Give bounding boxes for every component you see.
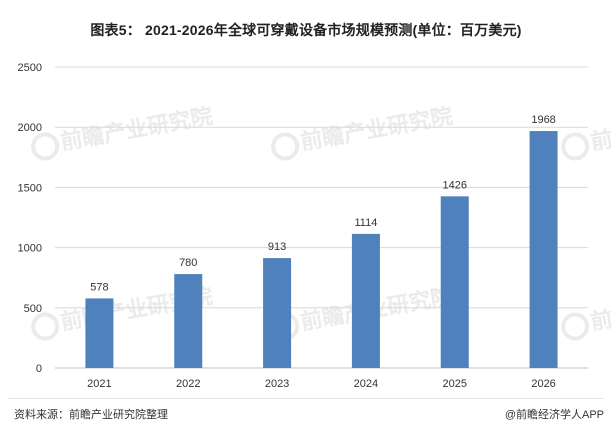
source-note: 资料来源：前瞻产业研究院整理 xyxy=(14,409,168,421)
x-tick-label: 2022 xyxy=(176,378,200,390)
x-tick-label: 2023 xyxy=(265,378,289,390)
y-tick-label: 1500 xyxy=(18,182,42,194)
svg-text:前瞻产业研究院: 前瞻产业研究院 xyxy=(588,283,612,334)
svg-text:前瞻产业研究院: 前瞻产业研究院 xyxy=(298,103,454,154)
y-tick-label: 500 xyxy=(24,303,42,315)
data-label: 780 xyxy=(179,257,197,269)
data-label: 913 xyxy=(268,241,286,253)
data-label: 1968 xyxy=(531,114,555,126)
x-tick-label: 2024 xyxy=(354,378,378,390)
y-tick-label: 1000 xyxy=(18,243,42,255)
y-tick-label: 2000 xyxy=(18,122,42,134)
bar xyxy=(263,258,292,368)
data-label: 1426 xyxy=(443,179,467,191)
bar xyxy=(85,298,114,368)
x-tick-label: 2021 xyxy=(87,378,111,390)
bar xyxy=(174,274,203,368)
bar xyxy=(529,131,558,368)
credit-note: @前瞻经济学人APP xyxy=(504,409,604,421)
watermark: 前瞻产业研究院 xyxy=(31,103,215,161)
bar xyxy=(440,196,469,368)
y-tick-label: 2500 xyxy=(18,62,42,74)
footer-divider xyxy=(8,398,604,399)
data-label: 1114 xyxy=(354,217,377,229)
x-tick-label: 2026 xyxy=(531,378,555,390)
watermark: 前瞻产业研究院 xyxy=(561,283,612,341)
y-tick-label: 0 xyxy=(36,363,42,375)
bar xyxy=(351,233,380,368)
watermark: 前瞻产业研究院 xyxy=(561,103,612,161)
watermark: 前瞻产业研究院 xyxy=(271,103,455,161)
svg-text:前瞻产业研究院: 前瞻产业研究院 xyxy=(58,103,214,154)
x-tick-label: 2025 xyxy=(443,378,467,390)
chart-title: 图表5： 2021-2026年全球可穿戴设备市场规模预测(单位：百万美元) xyxy=(90,22,522,38)
svg-text:前瞻产业研究院: 前瞻产业研究院 xyxy=(588,103,612,154)
data-label: 578 xyxy=(90,281,108,293)
